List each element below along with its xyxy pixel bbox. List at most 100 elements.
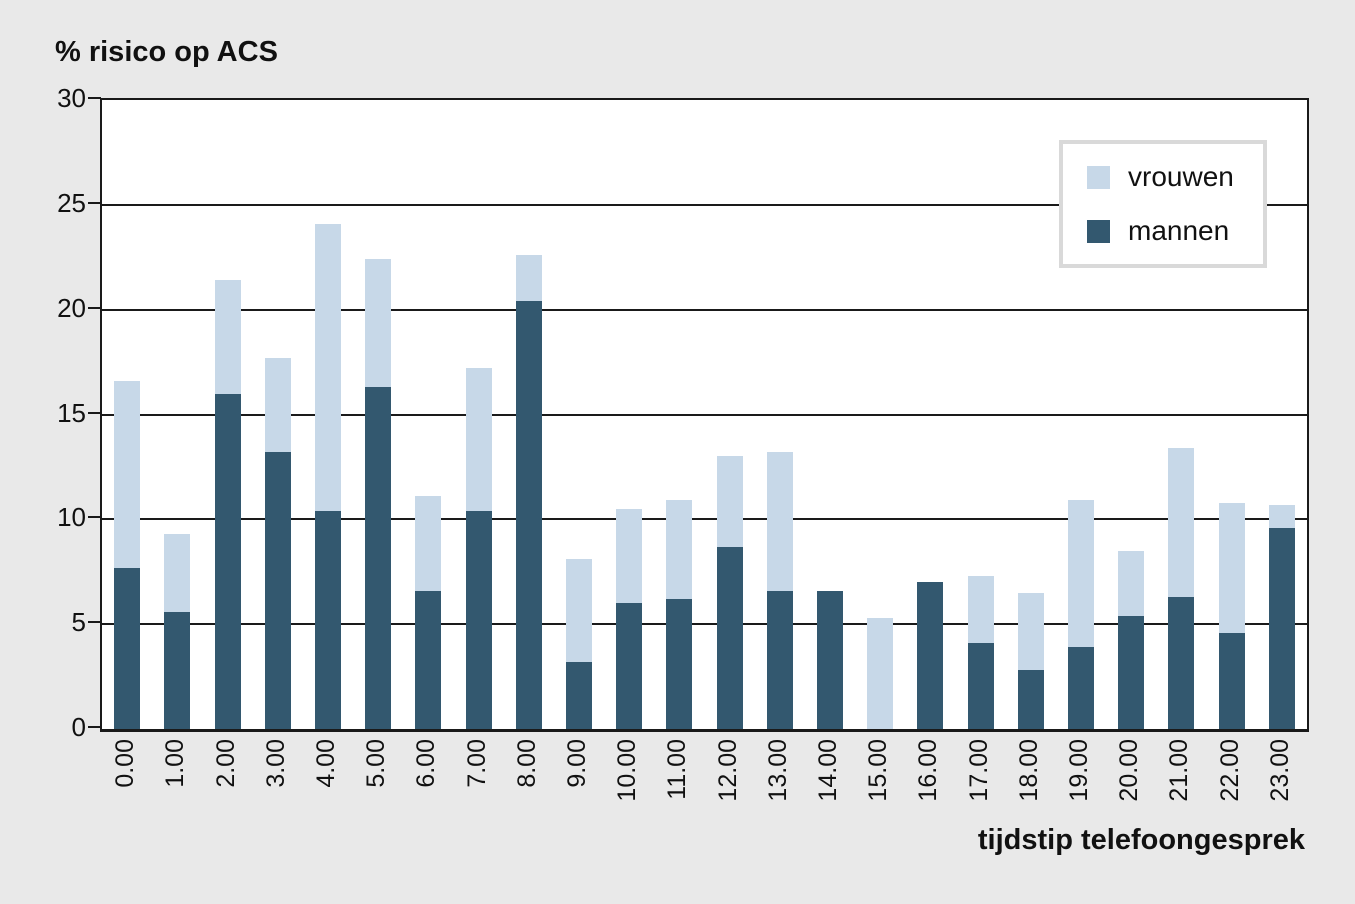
- legend-label-mannen: mannen: [1128, 215, 1230, 246]
- x-tick-label-13.00: 13.00: [763, 739, 792, 802]
- bar-segment-mannen-22.00: [1218, 632, 1245, 729]
- y-tick-label-20: 20: [57, 292, 86, 323]
- bar-segment-mannen-3.00: [264, 452, 291, 729]
- bar-1.00: [164, 100, 191, 729]
- bar-22.00: [1218, 100, 1245, 729]
- gridline-y20: [102, 308, 1307, 311]
- bar-segment-mannen-7.00: [465, 510, 492, 729]
- y-tick-label-25: 25: [57, 187, 86, 218]
- x-tick-label-21.00: 21.00: [1165, 739, 1194, 802]
- y-tick-mark-25: [88, 201, 101, 204]
- bar-13.00: [766, 100, 793, 729]
- bar-segment-mannen-21.00: [1168, 596, 1195, 729]
- bar-21.00: [1168, 100, 1195, 729]
- bar-14.00: [817, 100, 844, 729]
- bar-17.00: [967, 100, 994, 729]
- y-tick-label-0: 0: [71, 712, 86, 742]
- bar-8.00: [515, 100, 542, 729]
- bar-segment-mannen-17.00: [967, 643, 994, 729]
- legend-label-vrouwen: vrouwen: [1128, 161, 1234, 192]
- bar-segment-mannen-1.00: [164, 611, 191, 729]
- bar-segment-vrouwen-3.00: [264, 357, 291, 453]
- legend-item-mannen: mannen: [1087, 215, 1263, 247]
- bar-segment-mannen-14.00: [817, 590, 844, 729]
- chart-title: % risico op ACS: [55, 36, 278, 68]
- bar-2.00: [214, 100, 241, 729]
- x-tick-label-22.00: 22.00: [1215, 739, 1244, 802]
- bar-12.00: [716, 100, 743, 729]
- x-tick-label-15.00: 15.00: [864, 739, 893, 802]
- legend-item-vrouwen: vrouwen: [1087, 161, 1263, 193]
- bar-10.00: [616, 100, 643, 729]
- bar-0.00: [114, 100, 141, 729]
- x-tick-label-12.00: 12.00: [713, 739, 742, 802]
- bar-segment-mannen-9.00: [565, 661, 592, 729]
- bar-segment-mannen-23.00: [1268, 527, 1295, 729]
- x-axis-title: tijdstip telefoongesprek: [977, 824, 1305, 856]
- gridline-y5: [102, 623, 1307, 626]
- gridline-y25: [102, 203, 1307, 206]
- legend: vrouwen mannen: [1059, 140, 1267, 268]
- bar-3.00: [264, 100, 291, 729]
- bar-segment-vrouwen-4.00: [314, 223, 341, 511]
- bar-segment-vrouwen-6.00: [415, 496, 442, 591]
- bar-segment-mannen-11.00: [666, 599, 693, 729]
- x-tick-label-23.00: 23.00: [1265, 739, 1294, 802]
- bar-segment-vrouwen-13.00: [766, 452, 793, 591]
- bar-20.00: [1118, 100, 1145, 729]
- bar-segment-vrouwen-2.00: [214, 280, 241, 394]
- bar-segment-mannen-19.00: [1068, 647, 1095, 729]
- bar-segment-vrouwen-20.00: [1118, 550, 1145, 616]
- x-tick-label-16.00: 16.00: [914, 739, 943, 802]
- y-tick-mark-20: [88, 306, 101, 309]
- bar-segment-vrouwen-15.00: [867, 617, 894, 729]
- bar-segment-vrouwen-7.00: [465, 368, 492, 511]
- bar-11.00: [666, 100, 693, 729]
- x-tick-label-8.00: 8.00: [512, 739, 541, 788]
- y-tick-mark-10: [88, 516, 101, 519]
- x-tick-label-3.00: 3.00: [261, 739, 290, 788]
- bar-segment-mannen-5.00: [365, 387, 392, 729]
- bar-segment-mannen-4.00: [314, 510, 341, 729]
- bar-16.00: [917, 100, 944, 729]
- bar-segment-mannen-2.00: [214, 393, 241, 729]
- bar-6.00: [415, 100, 442, 729]
- bar-segment-vrouwen-23.00: [1268, 504, 1295, 528]
- x-tick-label-6.00: 6.00: [412, 739, 441, 788]
- bar-segment-mannen-20.00: [1118, 615, 1145, 729]
- bar-18.00: [1017, 100, 1044, 729]
- bar-segment-mannen-13.00: [766, 590, 793, 729]
- y-tick-label-10: 10: [57, 502, 86, 533]
- y-tick-mark-0: [88, 726, 101, 728]
- x-tick-label-17.00: 17.00: [964, 739, 993, 802]
- x-tick-label-20.00: 20.00: [1115, 739, 1144, 802]
- bar-9.00: [565, 100, 592, 729]
- x-tick-label-5.00: 5.00: [362, 739, 391, 788]
- x-tick-label-0.00: 0.00: [111, 739, 140, 788]
- bar-segment-vrouwen-5.00: [365, 259, 392, 388]
- x-tick-label-19.00: 19.00: [1065, 739, 1094, 802]
- x-tick-label-18.00: 18.00: [1014, 739, 1043, 802]
- x-tick-label-7.00: 7.00: [462, 739, 491, 788]
- bar-segment-vrouwen-8.00: [515, 255, 542, 302]
- x-tick-label-10.00: 10.00: [613, 739, 642, 802]
- bar-segment-mannen-8.00: [515, 301, 542, 729]
- bar-23.00: [1268, 100, 1295, 729]
- legend-swatch-vrouwen: [1087, 165, 1110, 189]
- y-tick-mark-15: [88, 411, 101, 414]
- y-tick-mark-5: [88, 621, 101, 624]
- y-tick-mark-30: [88, 97, 101, 99]
- bar-segment-vrouwen-22.00: [1218, 502, 1245, 633]
- legend-swatch-mannen: [1087, 219, 1110, 243]
- bar-segment-vrouwen-10.00: [616, 508, 643, 604]
- x-tick-label-4.00: 4.00: [311, 739, 340, 788]
- bar-15.00: [867, 100, 894, 729]
- bar-segment-mannen-0.00: [114, 567, 141, 729]
- bar-segment-mannen-6.00: [415, 590, 442, 729]
- gridline-y15: [102, 413, 1307, 416]
- bar-segment-vrouwen-21.00: [1168, 448, 1195, 597]
- y-tick-label-5: 5: [71, 607, 86, 638]
- x-tick-label-11.00: 11.00: [663, 739, 692, 800]
- bar-segment-vrouwen-19.00: [1068, 500, 1095, 648]
